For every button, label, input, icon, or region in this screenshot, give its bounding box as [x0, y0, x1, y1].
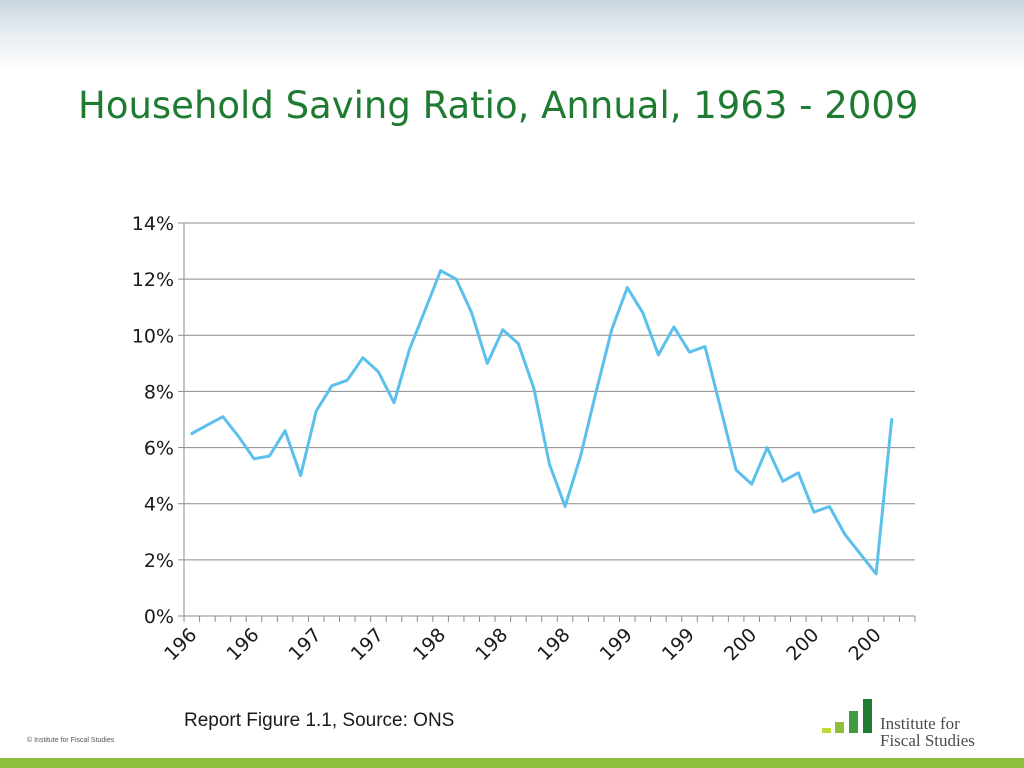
y-tick-label: 14% — [132, 213, 174, 235]
logo-line-1: Institute for — [880, 714, 960, 733]
x-tick-label: 198 — [471, 624, 512, 665]
y-tick-label: 8% — [144, 381, 174, 403]
x-tick-label: 196 — [222, 624, 263, 665]
y-tick-label: 2% — [144, 550, 174, 572]
x-tick-label: 200 — [720, 624, 761, 665]
figure-caption: Report Figure 1.1, Source: ONS — [184, 710, 455, 731]
x-tick-label: 200 — [844, 624, 885, 665]
footer-band — [0, 758, 1024, 768]
ifs-logo: Institute for Fiscal Studies — [822, 697, 1002, 753]
logo-bar — [822, 728, 831, 733]
y-tick-label: 0% — [144, 606, 174, 628]
slide-title: Household Saving Ratio, Annual, 1963 - 2… — [78, 84, 919, 127]
x-tick-label: 199 — [596, 624, 637, 665]
x-tick-label: 199 — [658, 624, 699, 665]
x-tick-label: 197 — [285, 624, 326, 665]
logo-bar — [849, 711, 858, 733]
y-tick-label: 10% — [132, 325, 174, 347]
x-tick-label: 196 — [160, 624, 201, 665]
logo-bar — [835, 722, 844, 733]
x-tick-label: 198 — [533, 624, 574, 665]
x-tick-label: 198 — [409, 624, 450, 665]
logo-bar — [863, 699, 872, 733]
header-gradient-band — [0, 0, 1024, 70]
logo-wordmark: Institute for Fiscal Studies — [880, 715, 975, 749]
y-tick-label: 6% — [144, 438, 174, 460]
y-tick-label: 12% — [132, 269, 174, 291]
logo-line-2: Fiscal Studies — [880, 731, 975, 750]
logo-bars-icon — [822, 697, 874, 733]
x-tick-label: 197 — [347, 624, 388, 665]
series-line — [190, 269, 894, 576]
y-tick-label: 4% — [144, 494, 174, 516]
x-tick-label: 200 — [782, 624, 823, 665]
copyright-notice: © Institute for Fiscal Studies — [27, 737, 115, 744]
